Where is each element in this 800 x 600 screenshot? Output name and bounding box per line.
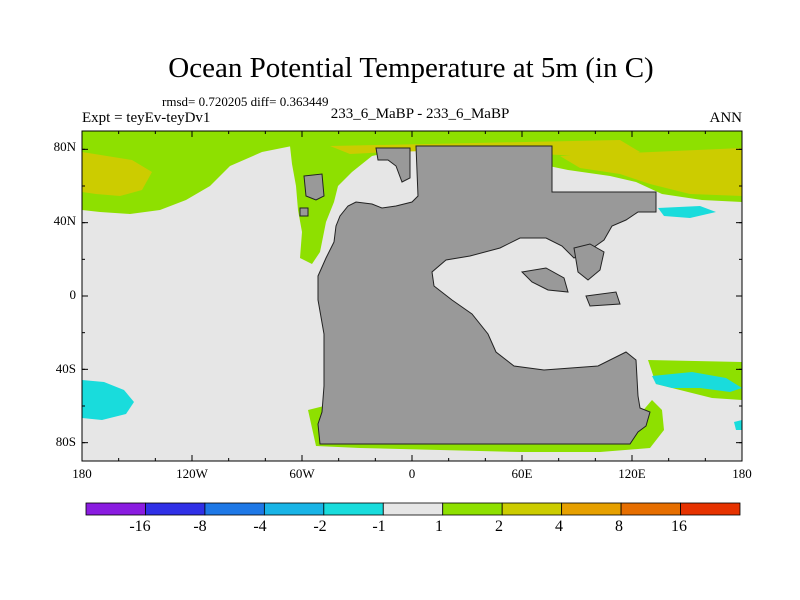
colorbar-label-neg16: -16 xyxy=(129,518,151,535)
stats-line: rmsd= 0.720205 diff= 0.363449 xyxy=(162,94,329,109)
colorbar-box-2 xyxy=(204,502,265,516)
colorbar-box-3 xyxy=(263,502,325,516)
colorbar-box-4 xyxy=(323,502,384,516)
cold-anomaly-shading xyxy=(82,206,742,430)
x-tick-label-180w: 180 xyxy=(72,466,92,481)
central-island xyxy=(520,267,569,293)
colorbar-label-neg2: -2 xyxy=(313,518,327,535)
y-tick-label-40s: 40S xyxy=(55,361,76,376)
southern-islet xyxy=(585,291,621,307)
northern-inlet-island xyxy=(303,173,325,201)
northeast-yellow xyxy=(560,148,742,196)
southeast-cyan xyxy=(652,372,742,392)
y-tick-label-40n: 40N xyxy=(53,213,76,228)
colorbar xyxy=(85,502,741,516)
colorbar-box-8 xyxy=(561,502,622,516)
colorbar-label-16: 16 xyxy=(671,518,687,535)
colorbar-box-0 xyxy=(85,502,146,516)
axis-ticks xyxy=(81,131,743,461)
season-label: ANN xyxy=(709,110,743,126)
colorbar-box-1 xyxy=(145,502,206,516)
x-tick-label-120w: 120W xyxy=(176,466,208,481)
eastern-peninsula-island xyxy=(573,243,605,281)
y-tick-label-0: 0 xyxy=(69,287,77,302)
colorbar-box-10 xyxy=(680,502,741,516)
south-pacific-cyan xyxy=(82,380,134,420)
x-tick-label-60w: 60W xyxy=(289,466,315,481)
colorbar-label-neg4: -4 xyxy=(253,518,267,535)
colorbar-label-1: 1 xyxy=(435,518,443,535)
experiment-label: Expt = teyEv-teyDv1 xyxy=(82,110,211,126)
north-pacific-green xyxy=(82,131,302,214)
colorbar-label-neg1: -1 xyxy=(372,518,386,535)
x-tick-label-120e: 120E xyxy=(618,466,646,481)
land-mass xyxy=(299,145,657,445)
colorbar-box-5 xyxy=(382,502,444,516)
x-tick-label-0: 0 xyxy=(408,466,416,481)
colorbar-box-6 xyxy=(442,502,503,516)
plot-title: Ocean Potential Temperature at 5m (in C) xyxy=(168,52,654,84)
western-islet xyxy=(299,207,309,217)
arctic-island xyxy=(375,147,411,183)
y-tick-label-80n: 80N xyxy=(53,139,76,154)
case-label: 233_6_MaBP - 233_6_MaBP xyxy=(330,106,510,122)
colorbar-box-7 xyxy=(501,502,563,516)
map-panel xyxy=(81,130,743,462)
colorbar-label-neg8: -8 xyxy=(193,518,207,535)
colorbar-label-8: 8 xyxy=(615,518,623,535)
north-pacific-yellow xyxy=(82,152,152,196)
colorbar-box-9 xyxy=(620,502,681,516)
y-tick-label-80s: 80S xyxy=(55,434,76,449)
northeast-cyan xyxy=(658,206,716,218)
x-tick-label-180e: 180 xyxy=(732,466,752,481)
colorbar-label-2: 2 xyxy=(495,518,503,535)
east-edge-cyan xyxy=(734,420,742,430)
x-tick-label-60e: 60E xyxy=(511,466,533,481)
colorbar-label-4: 4 xyxy=(555,518,563,535)
